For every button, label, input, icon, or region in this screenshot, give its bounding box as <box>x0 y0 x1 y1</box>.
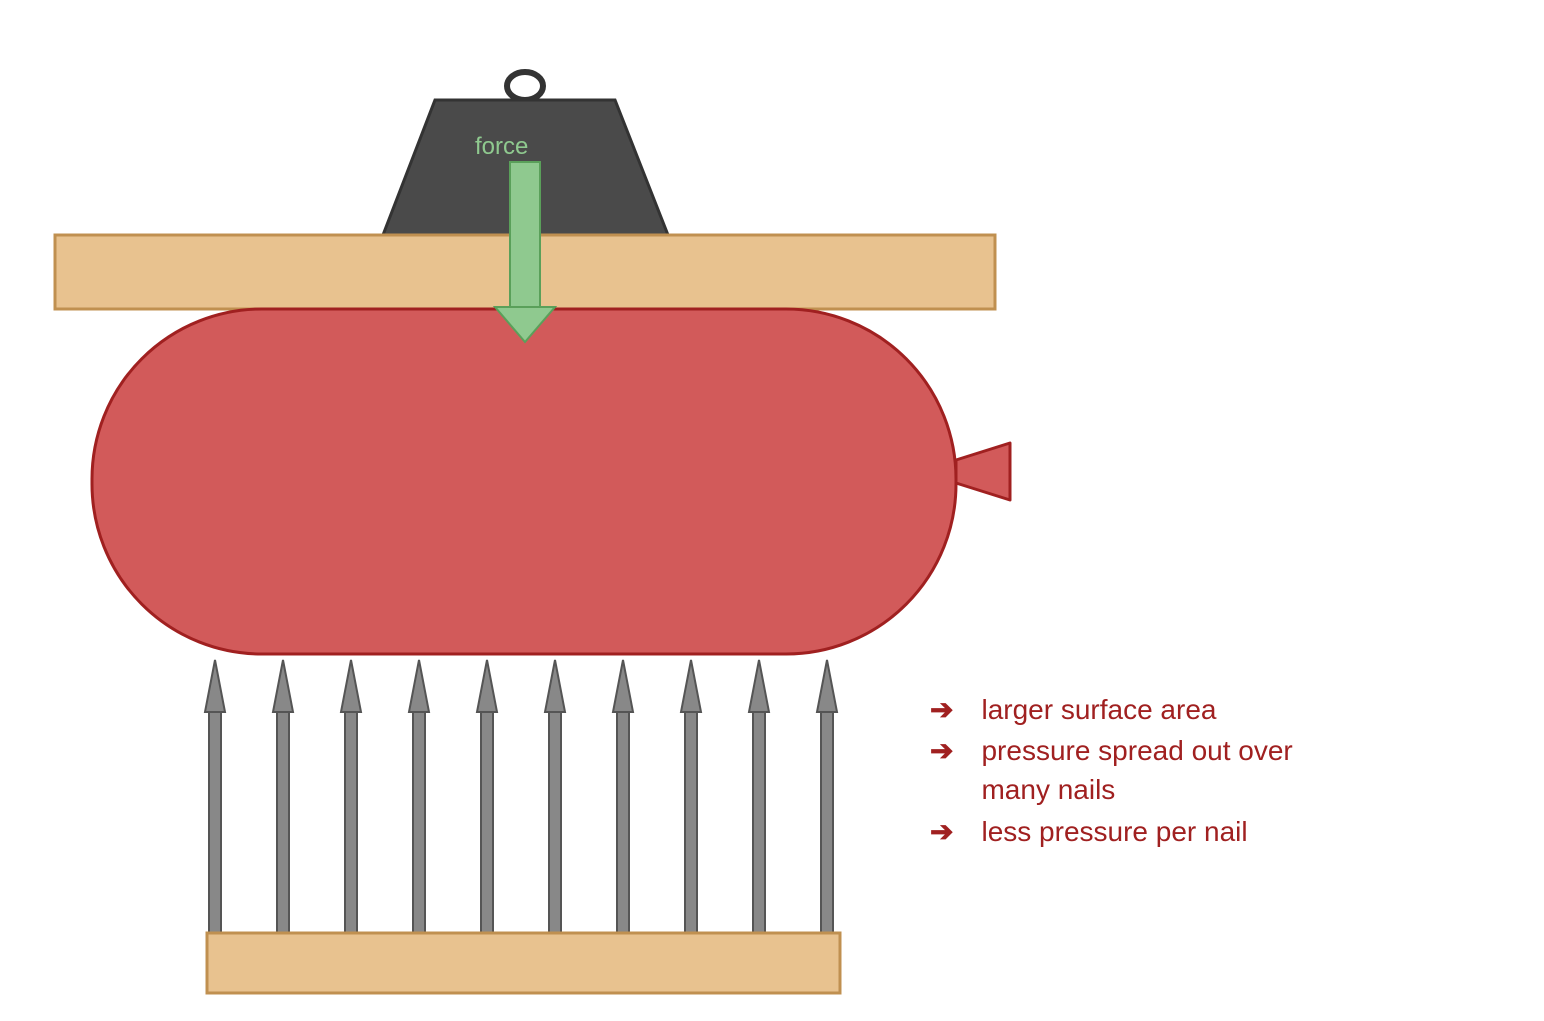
pressure-diagram: force ➔ larger surface area ➔ pressure s… <box>0 0 1544 1021</box>
annotation-list: ➔ larger surface area ➔ pressure spread … <box>930 690 1341 853</box>
nail <box>409 660 429 933</box>
annotation-text: larger surface area <box>981 690 1216 729</box>
arrow-bullet-icon: ➔ <box>930 690 953 729</box>
annotation-item: ➔ larger surface area <box>930 690 1341 729</box>
nail <box>341 660 361 933</box>
annotation-item: ➔ pressure spread out over many nails <box>930 731 1341 809</box>
nail <box>681 660 701 933</box>
nail <box>613 660 633 933</box>
balloon-body <box>92 309 956 654</box>
annotation-item: ➔ less pressure per nail <box>930 812 1341 851</box>
nail <box>545 660 565 933</box>
weight-ring <box>507 72 543 100</box>
nail <box>749 660 769 933</box>
nail <box>273 660 293 933</box>
bottom-board <box>207 933 840 993</box>
nail <box>477 660 497 933</box>
nail <box>205 660 225 933</box>
arrow-bullet-icon: ➔ <box>930 812 953 851</box>
force-label: force <box>475 133 528 161</box>
balloon-neck <box>956 443 1010 500</box>
annotation-text: pressure spread out over many nails <box>981 731 1341 809</box>
nail <box>817 660 837 933</box>
diagram-svg <box>0 0 1544 1021</box>
arrow-bullet-icon: ➔ <box>930 731 953 770</box>
annotation-text: less pressure per nail <box>981 812 1247 851</box>
